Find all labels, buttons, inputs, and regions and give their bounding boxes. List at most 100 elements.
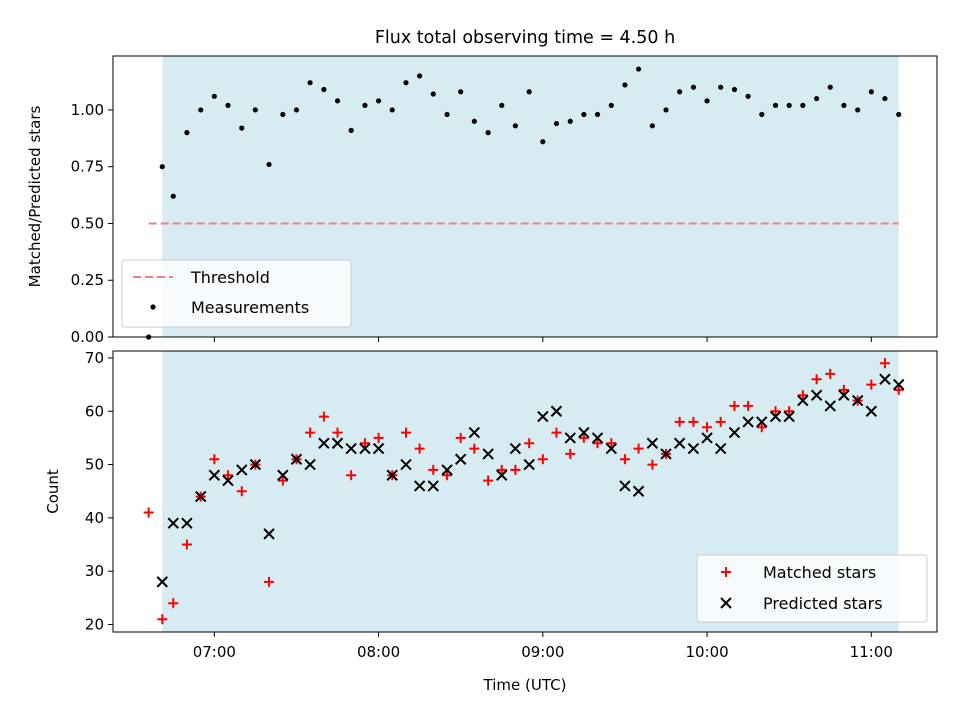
measurement-point — [677, 89, 683, 95]
matched-star-point — [811, 374, 822, 385]
matched-star-point — [157, 614, 168, 625]
matched-star-point — [838, 384, 849, 395]
predicted-star-point — [591, 432, 604, 444]
measurement-point — [184, 130, 190, 136]
measurement-point — [649, 123, 655, 129]
bottom-y-tick-label: 30 — [85, 562, 104, 580]
measurement-point — [718, 84, 724, 90]
predicted-star-point — [578, 426, 590, 439]
measurement-point — [594, 111, 601, 118]
measurement-point — [635, 66, 642, 72]
chart-title: Flux total observing time = 4.50 h — [375, 28, 675, 48]
legend-threshold-label: Threshold — [190, 268, 270, 287]
top-y-tick-label: 0.25 — [71, 271, 104, 289]
matched-star-point — [401, 427, 412, 438]
predicted-star-point — [783, 410, 795, 423]
predicted-star-point — [660, 448, 672, 460]
measurement-point — [663, 107, 669, 113]
legend-matched-swatch — [721, 567, 731, 577]
matched-star-point — [743, 400, 754, 411]
predicted-star-point — [851, 394, 864, 407]
measurement-point — [622, 82, 628, 88]
legend-measurements-swatch — [150, 304, 156, 310]
measurement-point — [403, 80, 409, 86]
matched-star-point — [181, 539, 192, 550]
matched-star-point — [222, 470, 233, 481]
predicted-star-point — [290, 453, 303, 465]
predicted-star-point — [537, 410, 549, 423]
bottom-legend-box — [696, 554, 928, 623]
matched-star-point — [866, 379, 877, 390]
predicted-star-point — [564, 432, 576, 444]
measurement-point — [608, 102, 614, 108]
predicted-star-point — [468, 426, 481, 439]
x-tick-label: 08:00 — [357, 643, 400, 661]
matched-star-point — [359, 438, 370, 449]
predicted-star-point — [701, 432, 713, 444]
predicted-star-point — [797, 394, 809, 407]
matched-star-point — [647, 459, 658, 470]
predicted-star-point — [769, 410, 782, 423]
matched-star-point — [688, 416, 699, 427]
top-legend-box — [121, 259, 352, 328]
predicted-star-point — [893, 378, 905, 391]
top-axes-frame — [112, 55, 938, 338]
predicted-star-point — [372, 442, 385, 455]
matched-star-point — [784, 406, 795, 417]
bottom-y-tick-label: 20 — [85, 616, 104, 634]
measurement-point — [814, 95, 820, 102]
measurement-point — [293, 107, 300, 113]
predicted-star-point — [756, 416, 768, 428]
measurement-point — [211, 93, 217, 99]
matched-star-point — [264, 576, 275, 587]
measurement-point — [170, 193, 176, 199]
matched-star-point — [168, 598, 179, 609]
measurement-point — [225, 102, 231, 108]
measurement-point — [690, 84, 697, 90]
measurement-point — [772, 102, 779, 108]
bottom-legend: Matched stars Predicted stars — [696, 554, 928, 623]
predicted-star-point — [400, 458, 412, 471]
predicted-star-point — [441, 464, 453, 476]
predicted-star-point — [523, 458, 535, 471]
predicted-star-point — [687, 442, 700, 455]
measurement-point — [198, 107, 204, 113]
predicted-star-point — [619, 480, 631, 492]
measurement-point — [362, 102, 368, 108]
measurement-point — [417, 73, 423, 79]
bottom-panel: 20 30 40 50 60 70 07:00 08:00 09:00 10:00 11:00 Co… — [44, 349, 938, 694]
x-tick-label: 07:00 — [193, 643, 236, 661]
matched-star-point — [619, 454, 630, 465]
matched-star-point — [797, 390, 808, 401]
predicted-star-point — [879, 373, 891, 385]
predicted-star-point — [550, 405, 563, 417]
matched-star-point — [143, 507, 154, 518]
predicted-star-point — [810, 389, 823, 401]
matched-star-point — [537, 454, 548, 465]
predicted-star-point — [249, 458, 262, 471]
matched-star-point — [305, 427, 316, 438]
measurement-point — [896, 111, 902, 118]
predicted-star-point — [331, 437, 344, 449]
predicted-star-point — [263, 528, 275, 540]
matched-star-point — [551, 427, 562, 438]
predicted-star-point — [482, 448, 494, 460]
matched-star-point — [469, 443, 480, 454]
matched-star-point — [373, 432, 384, 443]
measurement-point — [348, 127, 354, 133]
x-tick-label: 10:00 — [685, 643, 728, 661]
legend-matched-label: Matched stars — [763, 563, 876, 582]
measurement-point — [855, 107, 861, 113]
bottom-y-tick-label: 70 — [85, 349, 104, 367]
measurement-point — [252, 107, 258, 113]
predicted-star-point — [345, 442, 357, 455]
predicted-star-point — [236, 464, 248, 476]
top-panel: 0.00 0.25 0.50 0.75 1.00 Flux total observin… — [26, 28, 938, 346]
predicted-star-point — [496, 469, 508, 481]
predicted-star-point — [277, 469, 289, 481]
matched-star-point — [510, 464, 521, 475]
matched-star-point — [756, 422, 767, 433]
matched-star-point — [729, 400, 740, 411]
top-y-tick-label: 0.00 — [71, 328, 104, 346]
measurement-point — [266, 161, 272, 168]
